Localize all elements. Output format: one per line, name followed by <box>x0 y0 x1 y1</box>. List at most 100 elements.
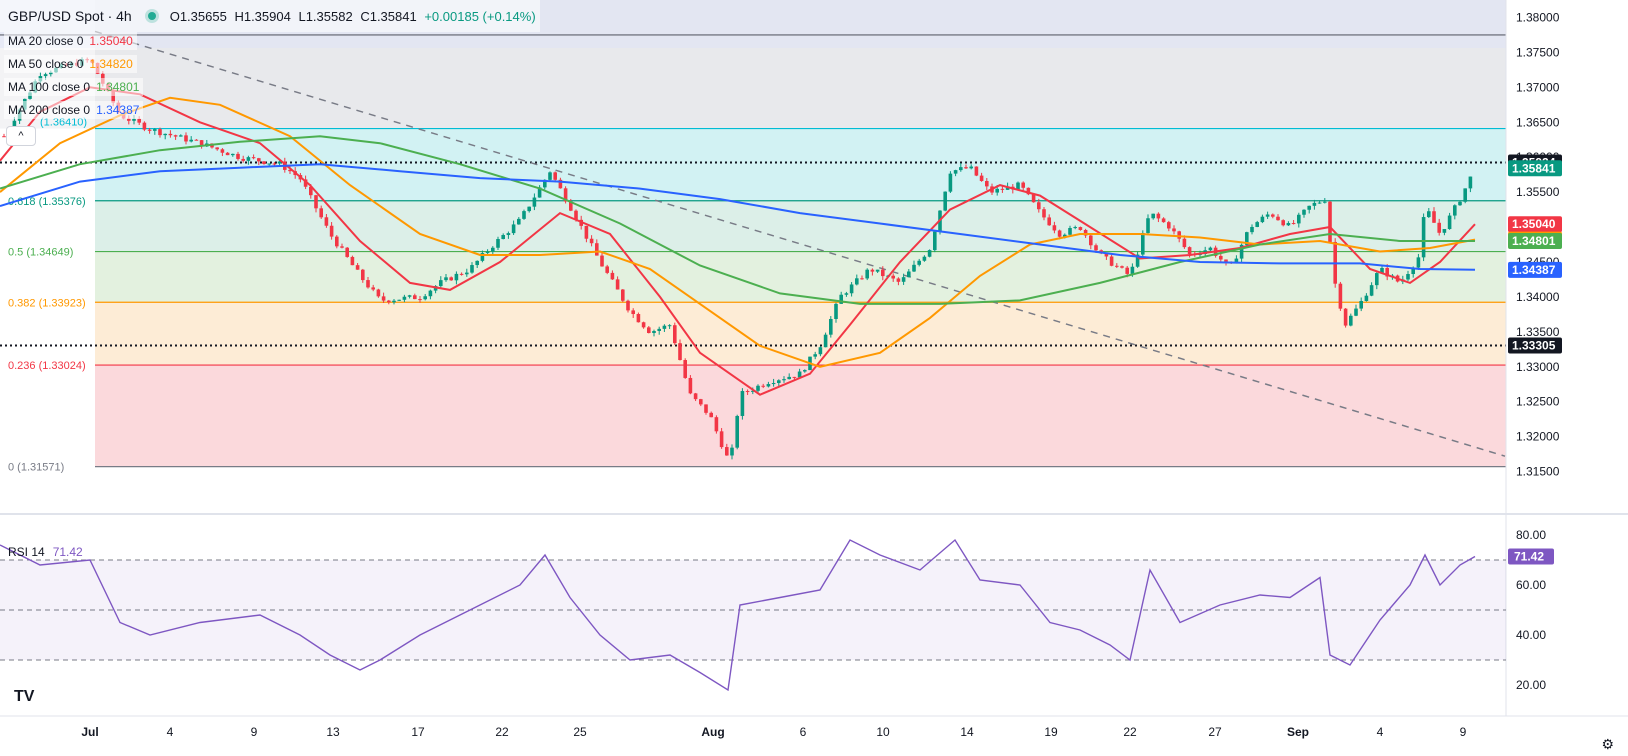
candle-body <box>527 206 531 212</box>
candle-body <box>1380 267 1384 274</box>
candle-body <box>168 133 173 136</box>
candle-body <box>511 224 516 234</box>
candle-body <box>1172 228 1176 232</box>
rsi-tick: 20.00 <box>1516 678 1546 692</box>
trendline <box>94 30 1506 457</box>
candle-body <box>803 370 807 372</box>
price-tick: 1.33000 <box>1516 360 1560 374</box>
candle-body <box>1224 259 1228 263</box>
rsi-tick: 40.00 <box>1516 628 1546 642</box>
time-tick: 25 <box>573 725 587 739</box>
candle-body <box>839 294 843 304</box>
candle-body <box>361 269 365 281</box>
fib-zone <box>95 251 1506 303</box>
candle-body <box>553 172 557 180</box>
candle-body <box>231 153 235 156</box>
candle-body <box>387 300 391 303</box>
candle-body <box>1125 267 1129 274</box>
candle-body <box>896 278 901 282</box>
candle-body <box>995 188 999 193</box>
price-badge-label: 1.35841 <box>1512 161 1556 175</box>
price-badge-label: 1.33305 <box>1512 338 1556 352</box>
candle-body <box>366 280 370 288</box>
candle-body <box>849 284 854 294</box>
candle-body <box>506 233 511 236</box>
candle-body <box>1291 223 1296 225</box>
candle-body <box>818 347 823 355</box>
candle-body <box>1307 205 1311 210</box>
price-badge-label: 1.34801 <box>1512 234 1556 248</box>
candle-body <box>1442 229 1447 233</box>
ma20-value: 1.35040 <box>89 34 133 48</box>
candle-body <box>782 379 786 381</box>
candle-body <box>277 161 282 164</box>
price-tick: 1.33500 <box>1516 325 1560 339</box>
rsi-legend[interactable]: RSI 14 71.42 <box>8 545 83 559</box>
candle-body <box>1375 273 1379 286</box>
candle-body <box>335 236 339 247</box>
candle-body <box>1369 285 1374 296</box>
price-tick: 1.36500 <box>1516 115 1560 129</box>
symbol-title[interactable]: GBP/USD Spot · 4h <box>8 8 132 24</box>
ma50-label: MA 50 close 0 <box>8 57 84 71</box>
candle-body <box>225 152 230 156</box>
candle-body <box>1052 225 1057 231</box>
candle-body <box>667 325 672 327</box>
candle-body <box>376 289 381 297</box>
candle-body <box>1047 217 1051 226</box>
candle-body <box>569 201 573 211</box>
candle-body <box>543 179 547 188</box>
price-badge <box>1508 232 1562 249</box>
candle-body <box>1302 209 1306 215</box>
candle-body <box>683 360 687 378</box>
candle-body <box>714 417 719 432</box>
candle-body <box>1328 201 1332 242</box>
candle-body <box>314 195 318 209</box>
ma100-legend[interactable]: MA 100 close 0 1.34801 <box>4 78 144 96</box>
candle-body <box>413 295 417 300</box>
candle-body <box>319 208 323 218</box>
candle-body <box>43 74 48 77</box>
candle-body <box>1141 232 1145 255</box>
candle-body <box>855 278 859 285</box>
candle-body <box>324 217 329 226</box>
candle-body <box>719 431 724 448</box>
price-tick: 1.34000 <box>1516 290 1560 304</box>
ma200-legend[interactable]: MA 200 close 0 1.34387 <box>4 101 144 119</box>
price-badge <box>1508 337 1562 354</box>
tradingview-logo[interactable]: TV <box>14 688 35 705</box>
candle-body <box>1104 253 1109 257</box>
candle-body <box>1406 274 1410 280</box>
rsi-badge <box>1508 548 1554 565</box>
candle-body <box>340 246 344 248</box>
candle-body <box>465 272 469 275</box>
candle-body <box>475 260 479 266</box>
candle-body <box>1026 187 1031 195</box>
collapse-legend-button[interactable]: ^ <box>6 126 36 146</box>
candle-body <box>1156 213 1161 219</box>
candle-body <box>288 169 292 172</box>
candle-body <box>1447 215 1452 230</box>
candle-body <box>272 163 277 165</box>
candle-body <box>974 166 979 176</box>
candle-body <box>933 231 937 251</box>
candle-body <box>881 269 885 277</box>
candle-body <box>1468 176 1473 189</box>
ma50-legend[interactable]: MA 50 close 0 1.34820 <box>4 55 137 73</box>
candle-body <box>740 391 745 416</box>
candle-body <box>142 122 147 130</box>
candle-body <box>1421 217 1426 258</box>
candle-body <box>985 180 989 187</box>
candle-body <box>870 269 875 272</box>
candle-body <box>1255 222 1259 227</box>
candle-body <box>194 139 199 141</box>
candle-body <box>730 447 734 456</box>
candle-body <box>1276 216 1280 221</box>
ma20-legend[interactable]: MA 20 close 0 1.35040 <box>4 32 137 50</box>
gear-icon[interactable]: ⚙ <box>1601 736 1614 752</box>
candle-body <box>199 140 204 147</box>
candle-body <box>652 330 656 334</box>
rsi-value: 71.42 <box>52 545 83 559</box>
candle-body <box>964 167 968 169</box>
fib-label: 0 (1.31571) <box>8 462 64 474</box>
